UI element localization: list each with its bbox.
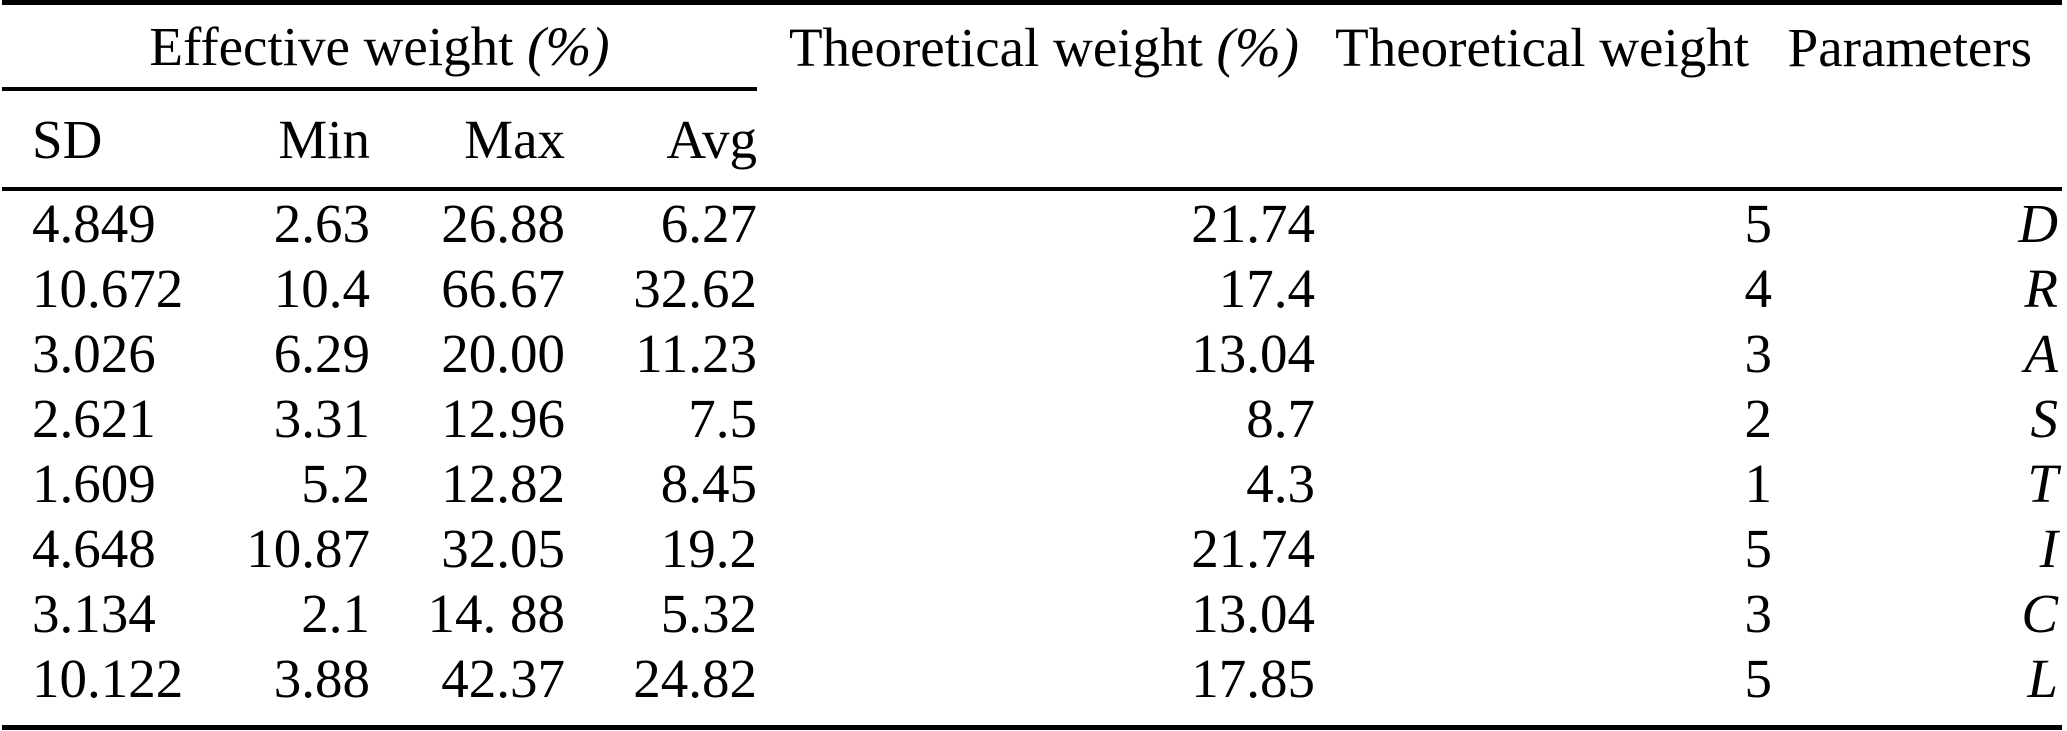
cell-parameter: R [2024,258,2058,319]
cell-max: 12.82 [441,453,565,514]
cell-parameter: I [2039,518,2058,579]
cell-theoretical-pct: 8.7 [1246,388,1315,449]
theoretical-weight-pct-unit: (%) [1216,16,1299,78]
subheader-empty-theo [1315,89,1772,191]
cell-theoretical-pct: 21.74 [1191,518,1315,579]
cell-theoretical: 5 [1744,193,1773,254]
cell-theoretical: 3 [1744,583,1773,644]
cell-parameter: T [2027,453,2058,514]
subheader-max: Max [370,89,565,191]
effective-weight-label: Effective weight [149,15,514,77]
cell-max: 14. 88 [427,583,566,644]
cell-max: 20.00 [441,323,565,384]
cell-sd: 3.026 [32,323,156,384]
cell-avg: 6.27 [660,193,757,254]
cell-max: 66.67 [441,258,565,319]
cell-sd: 10.672 [32,258,184,319]
subheader-row: SD Min Max Avg [2,89,2062,191]
cell-sd: 4.849 [32,193,156,254]
cell-sd: 1.609 [32,453,156,514]
cell-min: 3.88 [273,648,370,709]
cell-sd: 4.648 [32,518,156,579]
cell-max: 32.05 [441,518,565,579]
cell-theoretical: 5 [1744,648,1773,709]
cell-parameter: C [2021,583,2058,644]
table-row: 3.026 6.29 20.00 11.23 13.04 3 A [2,321,2062,386]
col-header-theoretical-weight: Theoretical weight [1335,16,1749,78]
subheader-min: Min [182,89,370,191]
table-row: 10.122 3.88 42.37 24.82 17.85 5 L [2,646,2062,728]
cell-min: 2.1 [301,583,370,644]
cell-theoretical: 1 [1744,453,1773,514]
cell-min: 5.2 [301,453,370,514]
cell-avg: 11.23 [635,323,757,384]
header-row: Effective weight (%) Theoretical weight … [2,2,2062,91]
subheader-empty-params [1772,89,2062,191]
cell-parameter: S [2030,388,2059,449]
cell-theoretical: 3 [1744,323,1773,384]
subheader-avg: Avg [565,89,757,191]
cell-min: 2.63 [273,193,370,254]
cell-avg: 19.2 [660,518,757,579]
cell-min: 10.4 [273,258,370,319]
cell-theoretical-pct: 13.04 [1191,583,1315,644]
cell-sd: 3.134 [32,583,156,644]
table-row: 1.609 5.2 12.82 8.45 4.3 1 T [2,451,2062,516]
cell-theoretical-pct: 17.4 [1218,258,1315,319]
col-header-theoretical-weight-pct: Theoretical weight (%) [757,3,1315,90]
cell-parameter: L [2027,648,2058,709]
cell-avg: 5.32 [660,583,757,644]
table-row: 10.672 10.4 66.67 32.62 17.4 4 R [2,256,2062,321]
table-row: 3.134 2.1 14. 88 5.32 13.04 3 C [2,581,2062,646]
cell-avg: 24.82 [633,648,757,709]
cell-min: 10.87 [246,518,370,579]
subheader-sd: SD [2,89,182,191]
table-row: 2.621 3.31 12.96 7.5 8.7 2 S [2,386,2062,451]
effective-weight-unit: (%) [527,15,610,77]
cell-theoretical: 5 [1744,518,1773,579]
table-row: 4.849 2.63 26.88 6.27 21.74 5 D [2,189,2062,256]
cell-max: 26.88 [441,193,565,254]
cell-avg: 8.45 [660,453,757,514]
cell-theoretical-pct: 4.3 [1246,453,1315,514]
cell-theoretical-pct: 13.04 [1191,323,1315,384]
table-row: 4.648 10.87 32.05 19.2 21.74 5 I [2,516,2062,581]
cell-avg: 32.62 [633,258,757,319]
cell-sd: 10.122 [32,648,184,709]
cell-max: 42.37 [441,648,565,709]
cell-max: 12.96 [441,388,565,449]
cell-parameter: A [2024,323,2058,384]
subheader-empty-theo-pct [757,89,1315,191]
col-header-parameters: Parameters [1787,16,2032,78]
cell-parameter: D [2018,193,2058,254]
cell-theoretical: 4 [1744,258,1773,319]
cell-min: 6.29 [273,323,370,384]
col-header-effective-weight: Effective weight (%) [2,2,757,91]
theoretical-weight-pct-label: Theoretical weight [788,16,1203,78]
cell-theoretical: 2 [1744,388,1773,449]
cell-theoretical-pct: 21.74 [1191,193,1315,254]
cell-avg: 7.5 [688,388,757,449]
cell-sd: 2.621 [32,388,156,449]
cell-min: 3.31 [273,388,370,449]
cell-theoretical-pct: 17.85 [1191,648,1315,709]
